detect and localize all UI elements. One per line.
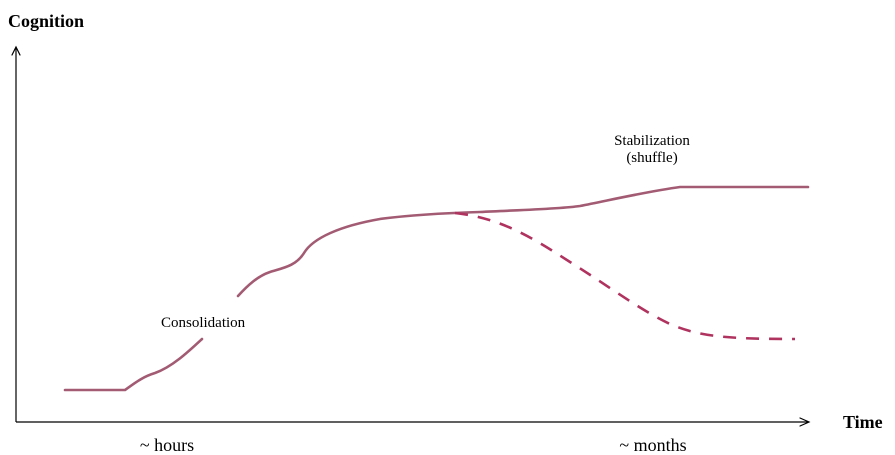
y-axis-arrowhead [11,45,21,56]
x-axis-arrowhead [799,417,811,427]
consolidation-label: Consolidation [161,315,246,331]
time-label-hours: ~ hours [140,435,194,455]
time-label-months: ~ months [619,435,686,455]
stabilization-label: Stabilization [614,133,690,149]
cognition-curve-early [63,337,204,392]
stabilization-sublabel: (shuffle) [626,150,677,166]
x-axis-label: Time [843,412,883,432]
decline-dashed-curve [454,211,796,341]
y-axis-label: Cognition [8,11,84,31]
cognition-curve-main [236,185,810,298]
